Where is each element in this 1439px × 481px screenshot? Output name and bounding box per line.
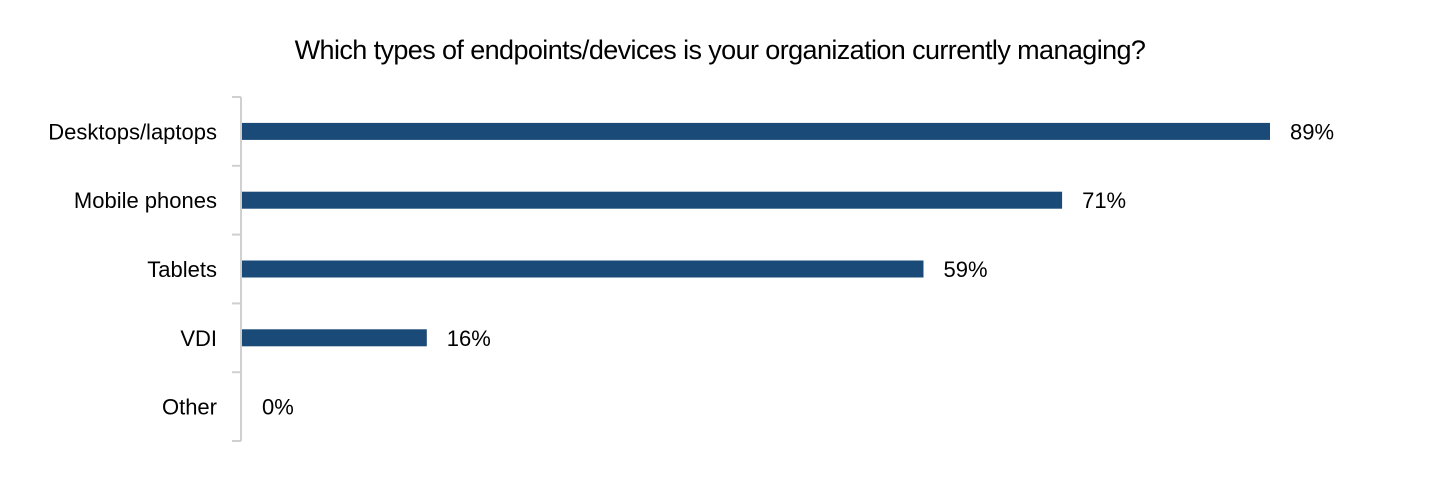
value-label: 16% [447, 326, 491, 351]
category-label: VDI [180, 326, 217, 351]
bar [242, 329, 427, 347]
category-label: Other [162, 395, 217, 420]
value-label: 59% [943, 257, 987, 282]
chart-title: Which types of endpoints/devices is your… [295, 35, 1146, 65]
category-label: Tablets [147, 257, 217, 282]
category-label: Mobile phones [74, 188, 217, 213]
category-label: Desktops/laptops [48, 119, 217, 144]
value-label: 89% [1290, 119, 1334, 144]
bar [242, 122, 1270, 140]
value-labels: 89% 71% 59% 16% 0% [262, 119, 1334, 419]
value-label: 0% [262, 395, 294, 420]
bars [242, 122, 1270, 347]
category-labels: Desktops/laptops Mobile phones Tablets VDI O… [48, 119, 217, 419]
bar [242, 191, 1063, 209]
category-axis [232, 96, 242, 442]
value-label: 71% [1082, 188, 1126, 213]
bar [242, 260, 924, 278]
